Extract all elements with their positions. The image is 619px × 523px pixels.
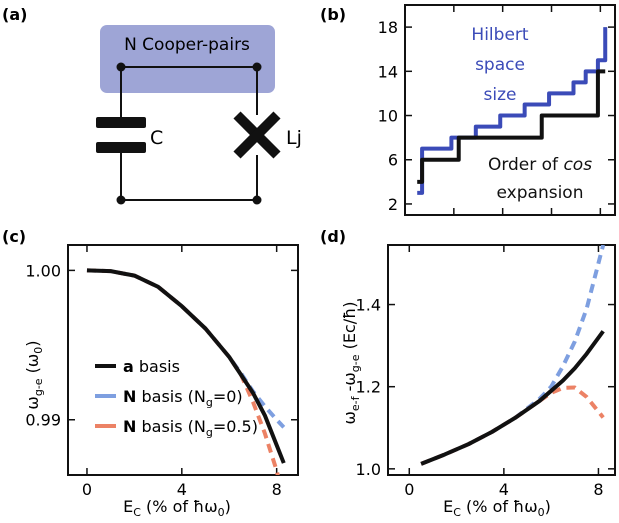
panel-b-ytick-label: 2 [388,195,398,214]
panel-c-legend: a basis N basis (Ng=0) N basis (Ng=0.5) [95,357,258,439]
panel-c-series-2-line [86,268,286,464]
hilbert-label-line-2: space [475,55,525,75]
panel-b-ytick-label: 14 [378,62,398,81]
panel-c-series-1-line [86,268,280,475]
node-bottom-right [252,195,262,205]
capacitor-plate-bottom [96,142,146,153]
panel-c-ytick-label: 1.00 [25,261,61,280]
panel-b: (b) 2 6 10 14 18 Hilbert space size Order of… [320,4,616,216]
panel-d-ytick-label: 1.4 [356,296,381,315]
panel-d-xtick-label: 4 [499,480,509,499]
panel-c-xtick-label: 0 [82,480,92,499]
cos-order-label-line-1: Order of cos [488,155,592,175]
svg-text:ωg-e (ω0): ωg-e (ω0) [23,340,45,409]
panel-b-ytick-label: 18 [378,18,398,37]
hilbert-label-line-1: Hilbert [471,25,528,45]
panel-d-frame [387,244,616,476]
panel-d-series-0-line [420,245,606,466]
capacitor-label: C [150,127,163,149]
panel-c-label: (c) [2,227,26,246]
panel-c-xtick-label: 8 [272,480,282,499]
panel-d-ytick-label: 1.0 [356,460,381,479]
svg-text:ωe-f -ωg-e (Ec/ħ): ωe-f -ωg-e (Ec/ħ) [340,302,362,425]
panel-d-xtick-label: 8 [593,480,603,499]
panel-c-xtick-label: 4 [177,480,187,499]
hilbert-label-line-3: size [484,85,517,105]
legend-label-n-basis-ng0: N basis (Ng=0) [123,387,243,409]
node-top-left [116,62,126,72]
panel-d-xlabel: EC (% of ħω0) [443,497,551,519]
panel-d-ytick-label: 1.2 [356,378,381,397]
panel-a: (a) N Cooper-pairs C Lj [2,5,302,205]
panel-b-frame [404,4,616,216]
panel-b-ytick-label: 10 [378,107,398,126]
capacitor-plate-top [96,117,146,128]
panel-c-ylabel: ωg-e (ω0) [23,340,45,409]
node-bottom-left [116,195,126,205]
panel-d-xtick-label: 0 [404,480,414,499]
node-top-right [252,62,262,72]
cos-order-label-line-2: expansion [497,183,584,203]
panel-d-series-2-line [420,330,605,466]
panel-d-ylabel: ωe-f -ωg-e (Ec/ħ) [340,302,362,425]
legend-label-n-basis-ng05: N basis (Ng=0.5) [123,417,258,439]
junction-label: Lj [286,127,302,149]
island-label: N Cooper-pairs [124,35,250,55]
panel-c-xlabel: EC (% of ħω0) [123,497,231,519]
panel-c-frame [67,244,299,476]
panel-b-series-0-line [417,27,608,195]
panel-d: (d) 0 4 8 1.0 1.2 1.4 ωe-f -ωg-e (Ec/ħ) EC (%… [320,227,616,519]
panel-b-series-1-line [417,69,606,184]
island-box [100,25,275,93]
panel-b-ytick-label: 6 [388,151,398,170]
panel-c: (c) 0 4 81.000.99 ωg-e (ω0) EC (% of ħω0) … [2,227,299,519]
josephson-junction-cross [233,111,281,159]
panel-c-ytick-label: 0.99 [25,411,61,430]
panel-d-label: (d) [320,227,346,246]
panel-a-label: (a) [2,5,27,24]
legend-label-a-basis: a basis [123,357,180,376]
panel-b-label: (b) [320,5,346,24]
